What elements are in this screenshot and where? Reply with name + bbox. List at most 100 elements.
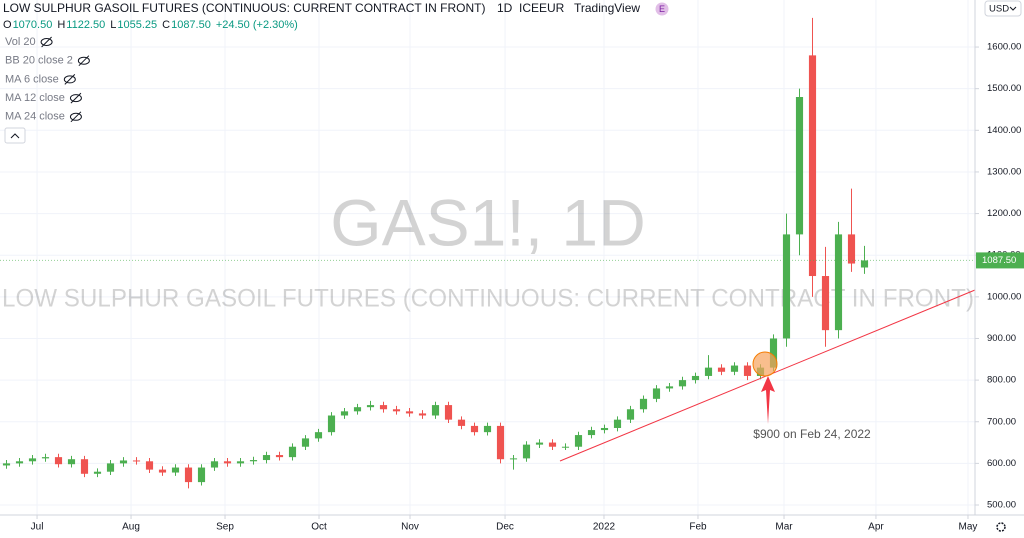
price-axis-bg — [975, 0, 1024, 538]
indicators: Vol 20 BB 20 close 2 MA 6 close MA 12 close… — [5, 36, 90, 123]
y-tick-label: 1400.00 — [987, 125, 1021, 136]
watermark-symbol: GAS1!, 1D — [330, 185, 645, 259]
x-tick-label: Dec — [496, 522, 514, 533]
ohlc-value: 1087.50 — [171, 19, 211, 31]
indicator-label: MA 6 close — [5, 73, 59, 85]
currency[interactable]: USD — [989, 4, 1009, 15]
annotation: $900 on Feb 24, 2022 — [753, 427, 871, 441]
ohlc-key: H — [57, 19, 65, 31]
candle-body — [652, 388, 661, 399]
candle-body — [418, 413, 427, 416]
candle-body — [301, 438, 310, 447]
candle-body — [860, 260, 869, 268]
x-tick-label: Apr — [868, 522, 884, 533]
y-tick-label: 1300.00 — [987, 166, 1021, 177]
visibility-slash[interactable] — [70, 111, 82, 123]
visibility-icon[interactable] — [63, 75, 76, 84]
visibility-slash[interactable] — [64, 74, 76, 85]
candle-body — [587, 430, 596, 436]
candle-body — [743, 365, 752, 376]
candle-body — [392, 409, 401, 412]
candle-body — [639, 398, 648, 410]
x-tick-label: Aug — [122, 522, 140, 533]
ohlc-row: O 1070.50 H 1122.50 L 1055.25 C 1087.50 +24.50 (… — [3, 19, 298, 31]
candle-body — [808, 55, 817, 277]
candle-body — [470, 425, 479, 433]
exchange: ICEEUR — [519, 1, 565, 15]
candle-body — [457, 419, 466, 426]
visibility-slash[interactable] — [70, 92, 82, 104]
candle-body — [249, 460, 258, 462]
collapse-icon[interactable] — [10, 133, 20, 139]
currency-select[interactable] — [984, 0, 1022, 17]
candle-body — [275, 455, 284, 458]
change: +24.50 (+2.30%) — [216, 19, 298, 31]
ohlc-key: C — [162, 19, 170, 31]
visibility-slash[interactable] — [41, 36, 52, 48]
candle-body — [288, 446, 297, 458]
x-tick-label: Feb — [689, 522, 707, 533]
candle-body — [535, 442, 544, 445]
highlight-circle — [752, 351, 778, 377]
candle-body — [795, 97, 804, 235]
candle-body — [769, 338, 778, 368]
candle-body — [132, 460, 141, 462]
ohlc-key: O — [3, 19, 12, 31]
badge-label[interactable]: E — [659, 4, 665, 14]
candle-body — [821, 276, 830, 331]
ohlc-key: L — [110, 19, 116, 31]
candle-body — [223, 461, 232, 464]
visibility-icon[interactable] — [69, 94, 82, 103]
candle-body — [691, 375, 700, 381]
axes: 500.00600.00700.00800.00900.001000.00110… — [31, 42, 1024, 533]
candle-body — [28, 458, 37, 462]
candle-body — [15, 461, 24, 464]
last-price-tag — [976, 252, 1024, 269]
candle-body — [483, 425, 492, 433]
candle-body — [158, 469, 167, 473]
candle-body — [2, 463, 11, 466]
visibility-icon[interactable] — [69, 112, 82, 121]
candle-body — [548, 442, 557, 447]
y-tick-label: 1500.00 — [987, 83, 1021, 94]
candle-body — [353, 407, 362, 412]
x-tick-label: Oct — [311, 522, 327, 533]
candle-body — [704, 367, 713, 376]
y-tick-label: 500.00 — [987, 500, 1016, 511]
y-tick-label: 1000.00 — [987, 291, 1021, 302]
candle-body — [54, 457, 63, 465]
candle-body — [379, 405, 388, 410]
candle-body — [262, 455, 271, 461]
indicator-label: Vol 20 — [5, 36, 36, 48]
x-tick-label: May — [959, 522, 978, 533]
indicator-label: MA 24 close — [5, 111, 65, 123]
currency-caret[interactable] — [1009, 6, 1017, 11]
candle-body — [197, 467, 206, 483]
symbol-title: LOW SULPHUR GASOIL FUTURES (CONTINUOUS: … — [3, 1, 485, 15]
candle-body — [626, 409, 635, 420]
x-tick-label: Sep — [216, 522, 234, 533]
x-tick-label: Jul — [31, 522, 44, 533]
y-tick-label: 900.00 — [987, 333, 1016, 344]
visibility-icon[interactable] — [77, 56, 90, 65]
interval: 1D — [497, 1, 513, 15]
candle-body — [561, 446, 570, 448]
y-tick-label: 1600.00 — [987, 42, 1021, 53]
visibility-icon[interactable] — [40, 38, 53, 46]
candle-body — [314, 432, 323, 439]
candle-body — [847, 234, 856, 264]
candle-body — [678, 380, 687, 387]
visibility-slash[interactable] — [78, 55, 90, 67]
candle-body — [730, 365, 739, 372]
badge[interactable] — [655, 2, 669, 16]
x-tick-label: Mar — [775, 522, 793, 533]
candle-body — [210, 461, 219, 468]
grid — [0, 0, 975, 515]
indicator-label: MA 12 close — [5, 92, 65, 104]
settings-icon[interactable] — [996, 522, 1006, 532]
candle-body — [405, 411, 414, 414]
candle-body — [80, 459, 89, 474]
collapse-button[interactable] — [4, 127, 26, 144]
candle-body — [366, 405, 375, 408]
